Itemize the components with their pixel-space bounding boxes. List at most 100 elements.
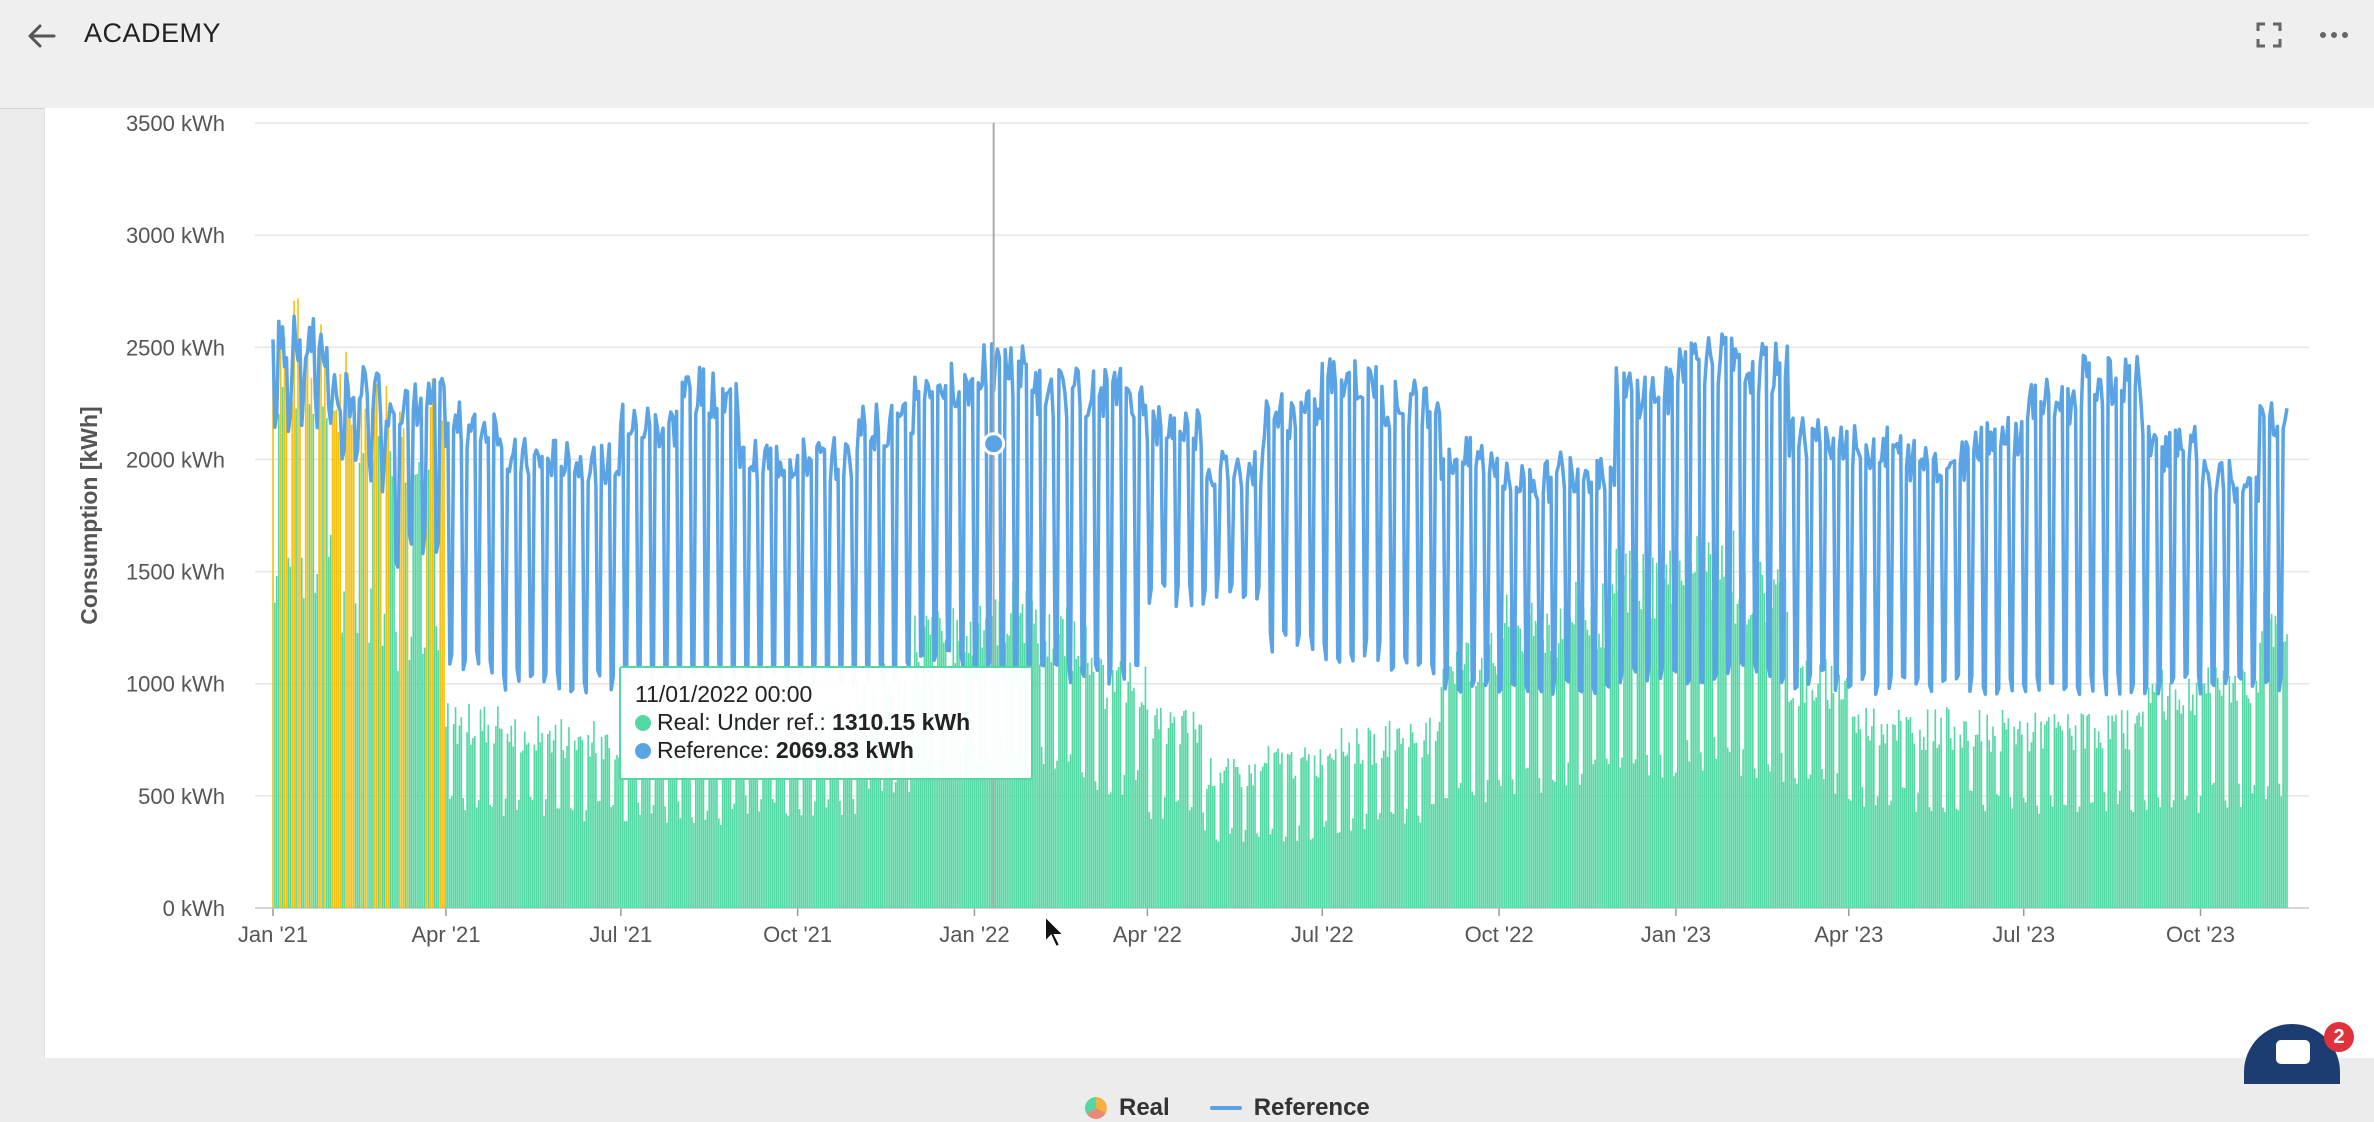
real-bar: [1265, 763, 1268, 908]
more-options-button[interactable]: [2314, 18, 2354, 52]
real-bar: [1529, 614, 1531, 908]
real-bar: [2188, 678, 2190, 908]
real-bar: [2084, 748, 2087, 908]
real-bar: [1640, 609, 1643, 908]
real-bar: [821, 725, 824, 908]
real-bar: [1350, 830, 1352, 908]
legend-item-real[interactable]: Real: [1085, 1094, 1170, 1122]
real-bar: [1628, 550, 1631, 908]
y-tick-label: 1500 kWh: [126, 560, 225, 585]
real-bar: [1826, 700, 1829, 908]
real-bar: [2092, 802, 2094, 908]
real-bar: [2130, 810, 2133, 908]
real-bar: [2251, 793, 2254, 908]
real-bar: [1905, 716, 1908, 908]
real-bar: [1158, 729, 1160, 908]
real-bar: [352, 437, 355, 908]
real-bar: [1432, 803, 1435, 908]
real-bar: [639, 814, 641, 908]
real-bar: [973, 744, 976, 908]
real-bar: [1242, 841, 1245, 908]
real-bar: [1644, 570, 1646, 908]
real-bar: [1922, 737, 1925, 908]
real-bar: [1373, 734, 1375, 908]
x-tick-label: Jul '23: [1992, 922, 2055, 947]
real-bar: [1494, 666, 1497, 908]
real-bar: [2213, 782, 2215, 908]
real-bar: [2172, 800, 2175, 908]
real-bar: [723, 742, 726, 908]
real-bar: [894, 782, 897, 908]
real-bar: [533, 744, 536, 908]
real-bar: [1313, 755, 1316, 908]
real-bar: [1052, 648, 1055, 908]
real-bar: [1671, 603, 1673, 908]
real-bar: [2247, 698, 2250, 908]
real-bar: [504, 798, 507, 908]
real-bar: [631, 759, 634, 908]
real-bar: [1886, 723, 1889, 908]
real-bar: [1928, 807, 1931, 908]
real-bar: [535, 750, 538, 908]
real-bar: [917, 662, 920, 908]
real-bar: [2030, 742, 2033, 908]
legend-item-reference[interactable]: Reference: [1209, 1094, 1370, 1122]
real-bar: [306, 352, 309, 909]
real-bar: [1809, 774, 1812, 908]
real-bar: [1465, 642, 1468, 908]
real-bar: [1323, 826, 1326, 908]
x-tick-label: Oct '22: [1465, 922, 1534, 947]
real-bar: [1471, 791, 1473, 908]
real-bar: [481, 730, 484, 908]
real-bar: [420, 480, 422, 908]
x-tick-label: Jan '22: [939, 922, 1009, 947]
real-bar: [1965, 721, 1967, 908]
real-bar: [491, 806, 493, 908]
real-bar: [310, 378, 313, 909]
real-bar: [1821, 768, 1823, 908]
back-button[interactable]: [18, 14, 66, 58]
real-bar: [1221, 783, 1224, 908]
real-bar: [1857, 714, 1860, 908]
real-bar: [2074, 725, 2077, 908]
fullscreen-button[interactable]: [2252, 18, 2286, 52]
real-bar: [2080, 713, 2083, 908]
real-bar: [1111, 669, 1114, 908]
real-bar: [1630, 578, 1633, 908]
real-bar: [2268, 619, 2271, 908]
chart-legend: Real Reference: [1085, 1094, 1370, 1122]
real-bar: [1110, 792, 1112, 908]
real-bar: [1440, 686, 1443, 908]
real-bar: [1602, 583, 1604, 908]
real-bar: [416, 474, 418, 908]
chart-tooltip: 11/01/2022 00:00 Real: Under ref.: 1310.…: [619, 666, 1033, 780]
real-bar: [470, 744, 472, 908]
real-bar: [1286, 753, 1289, 908]
real-bar: [1381, 757, 1383, 908]
real-bar: [1946, 707, 1948, 908]
real-bar: [1646, 754, 1648, 908]
real-bar: [1823, 779, 1825, 908]
real-bar: [1636, 561, 1639, 908]
real-bar: [1940, 717, 1942, 908]
real-bar: [452, 723, 455, 908]
real-bar: [1611, 584, 1614, 908]
real-bar: [350, 424, 353, 908]
real-bar: [2118, 790, 2121, 908]
real-bar: [764, 739, 766, 908]
real-bar: [1655, 562, 1658, 908]
real-bar: [1903, 787, 1906, 908]
consumption-chart[interactable]: 0 kWh 500 kWh 1000 kWh 1500 kWh 2000 kWh 2500…: [45, 108, 2374, 1058]
real-bar: [1663, 578, 1666, 908]
real-bar: [1015, 760, 1018, 908]
real-bar: [629, 759, 632, 908]
real-bar: [312, 413, 315, 908]
real-bar: [2218, 690, 2221, 908]
real-bar: [341, 632, 343, 908]
real-bar: [1736, 603, 1739, 908]
real-bar: [424, 647, 426, 908]
real-bar: [1536, 624, 1539, 908]
real-bar: [792, 725, 795, 908]
real-bar: [794, 751, 797, 908]
real-bar: [2036, 805, 2038, 908]
